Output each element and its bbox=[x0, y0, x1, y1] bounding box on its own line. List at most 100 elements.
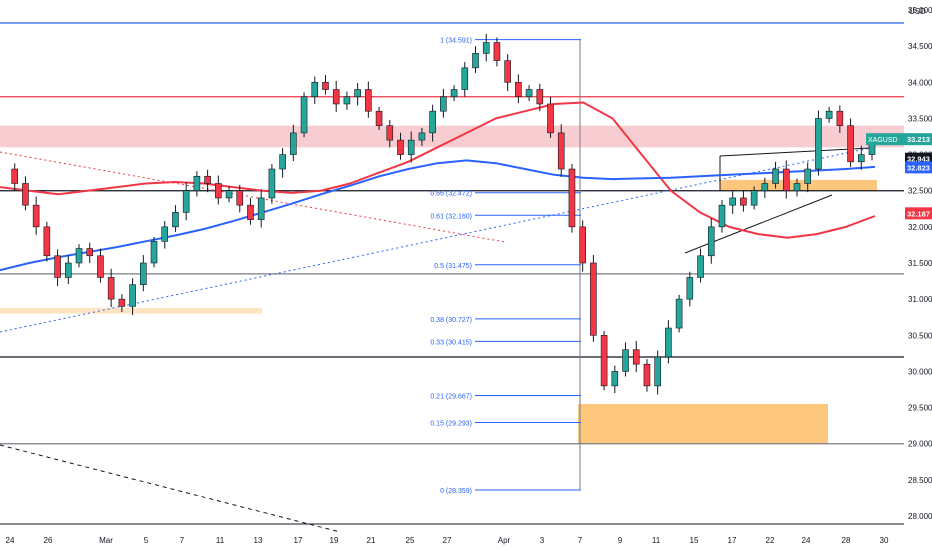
candle-body[interactable] bbox=[825, 110, 833, 119]
candle-body[interactable] bbox=[761, 183, 769, 192]
candle-body[interactable] bbox=[225, 190, 233, 199]
candle-body[interactable] bbox=[472, 53, 479, 69]
candle-body[interactable] bbox=[182, 190, 190, 213]
candle-body[interactable] bbox=[397, 139, 404, 155]
price-tag-value: 33.213 bbox=[907, 135, 930, 144]
zone-rect bbox=[578, 403, 828, 444]
x-tick-label: 13 bbox=[254, 536, 263, 545]
candle-body[interactable] bbox=[75, 248, 83, 264]
x-tick-label: 27 bbox=[443, 536, 452, 545]
y-tick-label: 31.500 bbox=[908, 259, 932, 268]
candle-body[interactable] bbox=[461, 67, 469, 90]
candle-body[interactable] bbox=[440, 96, 447, 112]
candle-body[interactable] bbox=[504, 60, 511, 83]
candle-body[interactable] bbox=[64, 262, 72, 278]
candle-body[interactable] bbox=[590, 262, 597, 336]
x-tick-label: 7 bbox=[180, 536, 185, 545]
candle-body[interactable] bbox=[407, 139, 415, 155]
candle-body[interactable] bbox=[579, 226, 586, 264]
candle-body[interactable] bbox=[536, 89, 544, 105]
candle-body[interactable] bbox=[815, 118, 822, 170]
candle-body[interactable] bbox=[665, 327, 672, 358]
candle-body[interactable] bbox=[386, 125, 394, 141]
candle-body[interactable] bbox=[129, 284, 136, 307]
candle-body[interactable] bbox=[150, 241, 158, 264]
candle-body[interactable] bbox=[32, 204, 40, 228]
candle-body[interactable] bbox=[686, 277, 694, 300]
candle-body[interactable] bbox=[622, 349, 629, 372]
black-dashed-trendline[interactable] bbox=[0, 444, 341, 533]
zone-layer bbox=[0, 125, 904, 444]
candle-body[interactable] bbox=[643, 363, 651, 387]
candle-body[interactable] bbox=[11, 168, 19, 184]
candle-body[interactable] bbox=[568, 168, 576, 228]
wedge-lower-line[interactable] bbox=[684, 194, 833, 254]
candle-body[interactable] bbox=[654, 356, 661, 387]
wedge-upper-line[interactable] bbox=[719, 147, 871, 157]
blue-dotted-trendline[interactable] bbox=[0, 147, 871, 333]
candle-body[interactable] bbox=[804, 168, 812, 184]
candle-body[interactable] bbox=[193, 175, 201, 192]
candle-body[interactable] bbox=[279, 154, 286, 170]
candle-body[interactable] bbox=[300, 96, 308, 134]
candle-body[interactable] bbox=[43, 226, 51, 257]
candle-body[interactable] bbox=[418, 132, 426, 141]
candle-body[interactable] bbox=[697, 255, 704, 278]
candle-body[interactable] bbox=[140, 262, 147, 285]
candle-body[interactable] bbox=[547, 103, 554, 134]
candle-body[interactable] bbox=[107, 277, 115, 300]
candle-body[interactable] bbox=[450, 89, 458, 98]
candle-body[interactable] bbox=[22, 183, 29, 206]
candle-body[interactable] bbox=[525, 89, 533, 98]
candle-body[interactable] bbox=[557, 132, 565, 170]
candle-body[interactable] bbox=[836, 110, 844, 126]
candle-body[interactable] bbox=[857, 154, 865, 163]
candle-body[interactable] bbox=[729, 197, 736, 206]
candle-body[interactable] bbox=[354, 89, 361, 98]
candle-body[interactable] bbox=[750, 190, 758, 206]
candle-body[interactable] bbox=[322, 81, 329, 90]
candle-body[interactable] bbox=[632, 349, 640, 365]
currency-label: USD bbox=[909, 7, 926, 16]
candle-body[interactable] bbox=[161, 226, 169, 242]
candle-body[interactable] bbox=[290, 132, 297, 155]
x-tick-label: 26 bbox=[44, 536, 53, 545]
red-dotted-trendline[interactable] bbox=[0, 151, 506, 243]
candle-body[interactable] bbox=[847, 125, 854, 163]
candle-body[interactable] bbox=[257, 197, 265, 220]
candle-body[interactable] bbox=[215, 183, 222, 199]
candle-body[interactable] bbox=[332, 89, 340, 105]
candle-body[interactable] bbox=[343, 96, 351, 105]
candle-body[interactable] bbox=[740, 197, 747, 206]
candle-body[interactable] bbox=[375, 110, 383, 126]
moving-average-line[interactable] bbox=[0, 101, 876, 239]
candle-body[interactable] bbox=[600, 334, 608, 387]
candle-body[interactable] bbox=[97, 255, 104, 278]
candle-body[interactable] bbox=[515, 81, 522, 98]
candle-body[interactable] bbox=[429, 110, 436, 134]
candle-body[interactable] bbox=[204, 175, 211, 184]
candle-body[interactable] bbox=[675, 298, 683, 329]
candle-body[interactable] bbox=[86, 248, 94, 257]
candle-body[interactable] bbox=[718, 204, 726, 228]
candle-body[interactable] bbox=[707, 226, 715, 257]
candle-body[interactable] bbox=[611, 371, 619, 387]
candle-body[interactable] bbox=[311, 81, 319, 98]
candle-body[interactable] bbox=[268, 168, 276, 199]
x-axis: 24 26 Mar 5 7 11 13 17 19 21 25 27 Apr 3 7 9 11 15 17 22 24 2… bbox=[6, 536, 889, 545]
candle-body[interactable] bbox=[236, 190, 244, 206]
candle-body[interactable] bbox=[772, 168, 779, 184]
x-tick-label: 21 bbox=[367, 536, 376, 545]
candle-body[interactable] bbox=[782, 168, 790, 192]
candle-body[interactable] bbox=[54, 255, 61, 278]
candle-body[interactable] bbox=[118, 298, 126, 307]
candle-body[interactable] bbox=[493, 42, 501, 61]
candle-body[interactable] bbox=[172, 212, 179, 228]
candle-body[interactable] bbox=[793, 183, 801, 192]
x-tick-label: 5 bbox=[144, 536, 149, 545]
candle-body[interactable] bbox=[482, 42, 490, 54]
candle-body[interactable] bbox=[247, 204, 254, 220]
moving-average-line[interactable] bbox=[0, 159, 876, 272]
candle-body[interactable] bbox=[365, 89, 372, 112]
